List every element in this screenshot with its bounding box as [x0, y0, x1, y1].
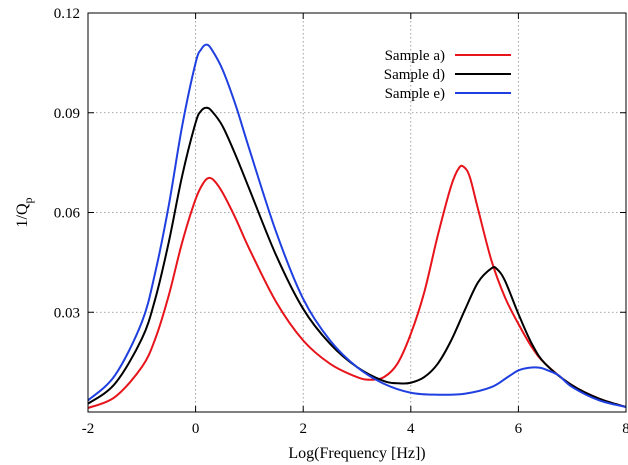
- x-axis-label: Log(Frequency [Hz]): [288, 445, 425, 462]
- y-tick-label: 0.09: [54, 106, 80, 122]
- y-tick-label: 0.06: [54, 206, 81, 222]
- grid-lines: [88, 13, 626, 412]
- y-tick-label: 0.12: [54, 6, 80, 22]
- x-tick-label: 6: [515, 421, 523, 437]
- legend-label: Sample e): [385, 86, 445, 102]
- y-tick-label: 0.03: [54, 305, 80, 321]
- x-tick-label: 8: [622, 421, 628, 437]
- series-layer: [87, 43, 627, 409]
- series-line-2: [87, 106, 627, 408]
- tick-labels: -2 0 2 4 6 8 0.03 0.06 0.09 0.12: [54, 6, 628, 437]
- y-axis-label-subscript: p: [21, 198, 35, 204]
- x-tick-label: 4: [407, 421, 415, 437]
- legend-label: Sample d): [384, 67, 445, 83]
- y-axis-label: 1/Qp: [14, 198, 35, 228]
- y-axis-label-main: 1/Q: [14, 203, 31, 227]
- x-tick-label: 2: [299, 421, 307, 437]
- series-line-3: [87, 43, 627, 408]
- x-tick-label: 0: [192, 421, 200, 437]
- legend-label: Sample a): [385, 48, 445, 64]
- legend: Sample a) Sample d) Sample e): [384, 48, 511, 102]
- x-tick-label: -2: [82, 421, 95, 437]
- axis-ticks: [87, 12, 627, 412]
